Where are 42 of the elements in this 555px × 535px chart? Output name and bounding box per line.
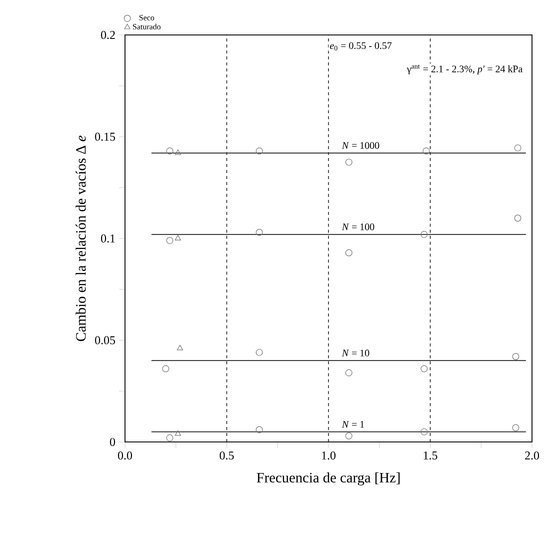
point xyxy=(345,432,352,440)
x-tick-label: 1.0 xyxy=(322,451,336,460)
point xyxy=(345,369,352,376)
point xyxy=(514,144,522,152)
point xyxy=(422,147,430,154)
x-tick-label: 0.0 xyxy=(118,451,132,460)
point xyxy=(420,230,428,238)
point xyxy=(512,353,520,360)
point xyxy=(256,147,263,154)
point xyxy=(166,237,174,244)
point xyxy=(162,365,170,372)
x-tick-label: 2.0 xyxy=(525,451,540,460)
point xyxy=(256,348,263,356)
x-tick-label: 1.5 xyxy=(424,451,438,460)
annotation: N = 1 xyxy=(342,421,364,428)
point xyxy=(174,150,181,155)
x-tick-label: 0.5 xyxy=(220,451,234,460)
point xyxy=(256,426,263,434)
y-tick-label: 0.05 xyxy=(95,336,116,344)
y-tick-label: 0 xyxy=(110,438,116,446)
point xyxy=(512,424,520,432)
y-tick-label: 0.1 xyxy=(101,234,115,243)
point xyxy=(345,158,352,166)
point xyxy=(345,249,352,256)
annotation: N = 100 xyxy=(342,224,374,230)
annotation: γ$^{ant}$ = 2.1 - 2.3%, p' = 24 kPa xyxy=(406,64,523,74)
annotation: N = 1000 xyxy=(342,142,380,149)
point xyxy=(176,344,184,350)
annotation: e$_{0}$ = 0.55 - 0.57 xyxy=(330,42,392,50)
point xyxy=(514,214,522,222)
point xyxy=(174,235,181,240)
point xyxy=(420,428,428,436)
point xyxy=(420,365,428,372)
x-axis-title: Frecuencia de carga [Hz] xyxy=(256,472,400,486)
y-tick-label: 0.15 xyxy=(95,132,116,141)
point xyxy=(166,434,174,442)
point xyxy=(166,147,174,154)
y-axis-title: Cambio en la relación de vacíos Δ e xyxy=(76,136,86,342)
point xyxy=(174,430,181,436)
point xyxy=(256,228,263,236)
y-tick-label: 0.2 xyxy=(101,30,115,40)
annotation: N = 10 xyxy=(342,350,370,356)
